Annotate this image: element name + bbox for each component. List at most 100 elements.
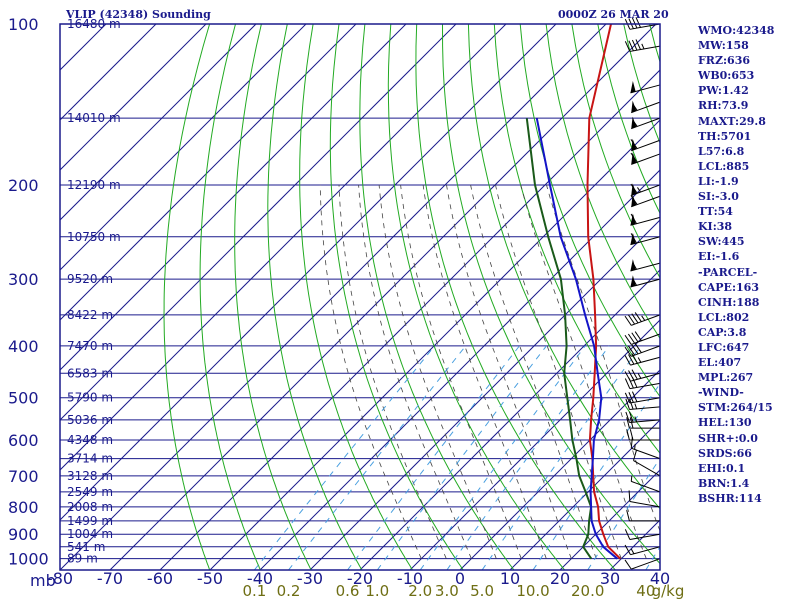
wind-barb-full xyxy=(625,411,630,423)
wind-barb xyxy=(624,544,661,556)
wind-barb-full xyxy=(627,314,636,325)
height-label: 3714 m xyxy=(67,452,113,466)
wind-barb-full xyxy=(624,355,631,366)
plot-frame xyxy=(59,23,661,571)
dry-adiabat xyxy=(467,24,660,510)
moist-adiabat xyxy=(400,184,522,559)
wind-barb-staff xyxy=(631,447,661,460)
wind-barb-full xyxy=(627,345,636,356)
isotherm-line xyxy=(60,24,457,421)
dry-adiabat xyxy=(545,24,660,340)
wind-barb-full xyxy=(634,312,642,322)
mixing-ratio-label: 10.0 xyxy=(516,582,549,600)
wind-barb-full xyxy=(624,315,632,326)
wind-barb-full xyxy=(631,39,638,51)
mixing-ratio-line xyxy=(288,345,467,570)
height-label: 2008 m xyxy=(67,500,113,514)
wind-barb xyxy=(630,183,661,196)
wind-barb xyxy=(633,449,661,477)
index-item: SHR+:0.0 xyxy=(698,431,758,445)
wind-barb-full xyxy=(624,392,631,404)
wind-barb-half xyxy=(637,187,641,193)
wind-barb-full xyxy=(627,333,636,344)
temperature-curve xyxy=(586,24,622,560)
wind-barb-staff xyxy=(629,23,661,30)
dry-adiabat xyxy=(359,24,515,570)
wind-barb-full xyxy=(626,417,630,429)
index-item: PW:1.42 xyxy=(698,84,749,98)
indices-list: WMO:42348 MW:158 FRZ:636 WB0:653 PW:1.42 RH:7… xyxy=(698,23,774,506)
isotherm-line xyxy=(60,24,307,271)
wind-barb xyxy=(626,429,660,441)
index-item: WB0:653 xyxy=(698,69,755,83)
wind-barb-flag xyxy=(630,232,636,245)
index-item: CAP:3.8 xyxy=(698,325,747,339)
index-item: LCL:885 xyxy=(698,159,750,173)
index-item: HEL:130 xyxy=(698,416,752,430)
wind-barb-staff xyxy=(630,546,661,556)
height-label: 1499 m xyxy=(67,514,113,528)
isotherm-line xyxy=(60,24,607,570)
pressure-tick-label: 400 xyxy=(8,337,39,356)
isotherm-line xyxy=(409,319,660,570)
moist-adiabat xyxy=(338,184,447,559)
index-item: LI:-1.9 xyxy=(698,174,739,188)
pressure-tick-label: 200 xyxy=(8,176,39,195)
wind-barb-staff xyxy=(629,45,661,52)
isotherm-line xyxy=(60,24,407,371)
moist-adiabat xyxy=(495,184,622,559)
index-item: -PARCEL- xyxy=(698,265,758,279)
isotherm-line xyxy=(60,24,357,321)
wind-barb xyxy=(624,39,661,52)
dry-adiabat xyxy=(299,24,413,570)
wind-barb-half xyxy=(633,105,638,111)
wind-barb xyxy=(630,213,661,226)
wind-barb-full xyxy=(631,17,638,29)
wind-barb xyxy=(631,116,661,130)
wind-barb-full xyxy=(624,346,632,357)
index-item: TH:5701 xyxy=(698,129,752,143)
dry-adiabat xyxy=(493,24,660,454)
wind-barb-full xyxy=(628,411,634,423)
index-item: CAPE:163 xyxy=(698,280,759,294)
mixing-ratio-line xyxy=(481,345,642,570)
index-item: MPL:267 xyxy=(698,371,754,385)
height-label: 12190 m xyxy=(67,178,121,192)
wind-barb xyxy=(630,259,661,272)
wind-barb-full xyxy=(629,429,634,441)
wind-barb-full xyxy=(630,213,637,224)
isotherm-line xyxy=(60,24,557,521)
wind-barb-staff xyxy=(629,397,661,404)
height-label: 9520 m xyxy=(67,272,113,286)
height-label: 10750 m xyxy=(67,230,121,244)
index-item: SW:445 xyxy=(698,235,745,249)
index-item: KI:38 xyxy=(698,220,733,234)
wind-barb-staff xyxy=(631,314,661,326)
index-item: SRDS:66 xyxy=(698,446,752,460)
wind-barb-staff xyxy=(629,406,661,410)
height-label: 1004 m xyxy=(67,527,113,541)
wind-barb xyxy=(630,232,661,246)
dry-adiabat xyxy=(199,24,261,570)
time-title: 0000Z 26 MAR 20 xyxy=(558,8,669,21)
mixing-ratio-label: 3.0 xyxy=(435,582,459,600)
moist-adiabat xyxy=(319,184,422,559)
mixing-ratio-label: 1.0 xyxy=(365,582,389,600)
wind-barb-full xyxy=(634,331,642,342)
wind-barb-full xyxy=(624,544,631,555)
pressure-tick-label: 100 xyxy=(8,15,39,34)
isotherm-line xyxy=(359,269,660,570)
index-item: EL:407 xyxy=(698,356,742,370)
wind-barb-full xyxy=(635,17,641,28)
wind-barb-full xyxy=(628,392,634,403)
dewpoint-curve xyxy=(525,118,593,560)
wind-barb-full xyxy=(625,398,630,410)
sounding-lines xyxy=(525,24,622,560)
dry-adiabat xyxy=(387,24,565,570)
mixing-ratio-label: 0.6 xyxy=(336,582,360,600)
temperature-tick-label: -80 xyxy=(47,569,73,588)
temperature-tick-label: -50 xyxy=(197,569,223,588)
wind-barb xyxy=(630,138,661,152)
